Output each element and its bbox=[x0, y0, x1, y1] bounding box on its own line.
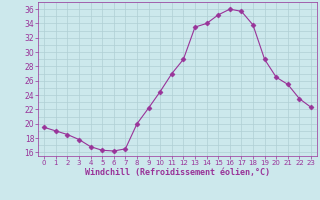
X-axis label: Windchill (Refroidissement éolien,°C): Windchill (Refroidissement éolien,°C) bbox=[85, 168, 270, 177]
